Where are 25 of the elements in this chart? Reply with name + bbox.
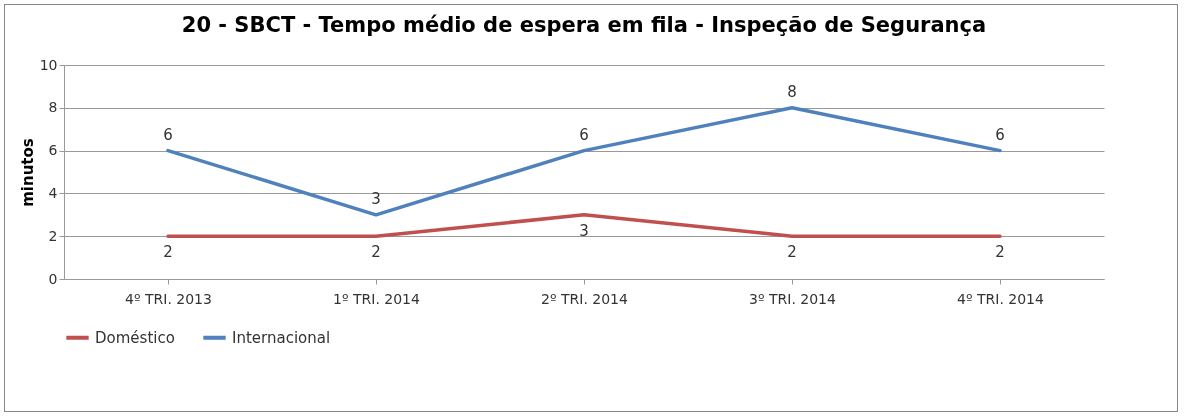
legend-label: Doméstico (95, 328, 175, 347)
data-label: 2 (371, 243, 381, 262)
y-tick-label: 6 (48, 142, 58, 159)
legend-label: Internacional (232, 328, 331, 347)
y-tick-label: 2 (48, 227, 58, 244)
y-tick-label: 10 (39, 56, 58, 73)
x-tick-label: 3º TRI. 2014 (749, 290, 837, 307)
data-label: 6 (163, 125, 173, 144)
data-label: 2 (995, 243, 1005, 262)
data-label: 6 (995, 125, 1005, 144)
y-tick-label: 4 (48, 184, 58, 201)
y-tick-label: 8 (48, 99, 58, 116)
x-tick-label: 4º TRI. 2014 (957, 290, 1045, 307)
data-label: 2 (163, 243, 173, 262)
x-tick-label: 2º TRI. 2014 (541, 290, 629, 307)
data-label: 8 (787, 82, 797, 101)
x-tick-label: 1º TRI. 2014 (333, 290, 421, 307)
data-label: 6 (579, 125, 589, 144)
data-label: 3 (371, 189, 381, 208)
data-label: 2 (787, 243, 797, 262)
chart-title: 20 - SBCT - Tempo médio de espera em fila - Inspeção de Segurança (181, 13, 987, 37)
y-tick-label: 0 (48, 270, 58, 287)
x-tick-label: 4º TRI. 2013 (125, 290, 212, 307)
data-label: 3 (579, 221, 589, 240)
y-axis-title: minutos (18, 138, 37, 207)
